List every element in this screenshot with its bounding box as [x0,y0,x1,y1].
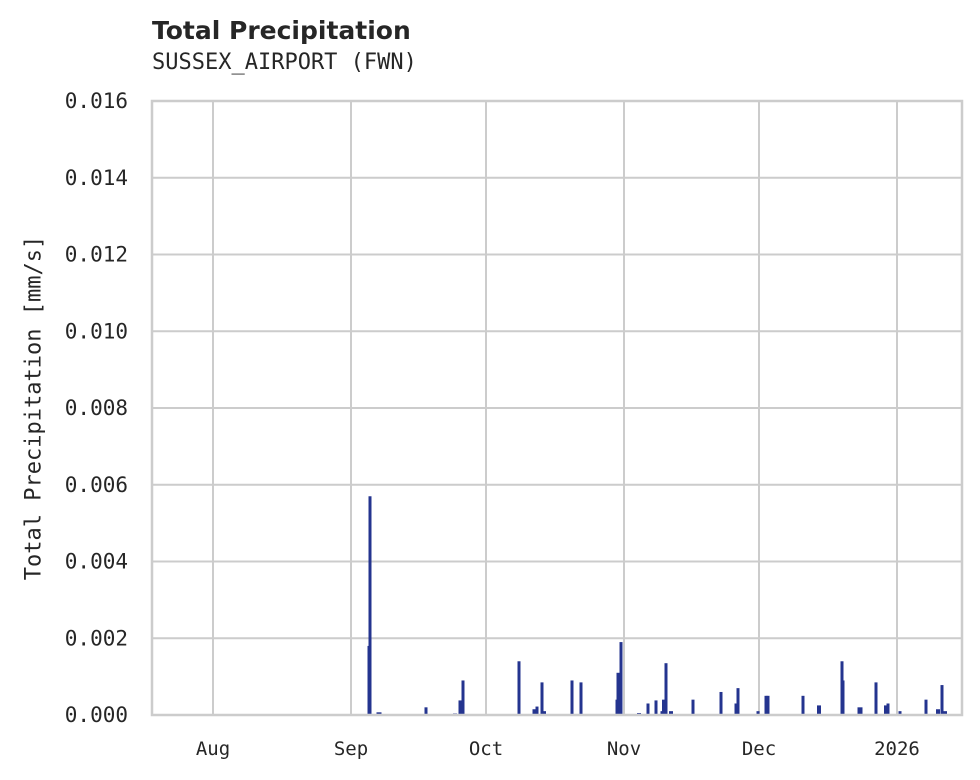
axes-frame [150,99,964,717]
precip-spike [424,707,428,715]
precip-spike [535,706,539,715]
precip-spike [691,699,695,715]
precip-spike [517,661,521,715]
x-axis-ticks: Aug Sep Oct Nov Dec 2026 [196,738,920,760]
chart-title: Total Precipitation [152,16,411,45]
precip-spike [940,685,944,715]
y-tick-label: 0.016 [65,89,128,113]
precip-spike [540,682,544,715]
y-tick-label: 0.014 [65,166,128,190]
y-tick-label: 0.012 [65,243,128,267]
precipitation-series [367,496,947,715]
precip-spike [817,705,821,715]
x-tick-label: Dec [742,738,776,760]
precip-spike [936,709,940,715]
y-tick-label: 0.006 [65,473,128,497]
precip-spike [898,711,902,715]
precip-spike [664,663,668,715]
precip-spike [616,672,620,715]
precip-spike [924,699,928,715]
precip-spike [801,695,805,715]
precip-spike [458,700,462,715]
precip-spike [884,705,888,715]
x-tick-label: Nov [607,738,641,760]
precip-spike [368,496,372,715]
precip-spike [532,709,536,715]
precip-spike [943,711,947,715]
precip-spike [734,703,738,715]
y-tick-label: 0.004 [65,550,128,574]
x-tick-label: 2026 [874,738,920,760]
y-tick-label: 0.008 [65,396,128,420]
precip-spike [669,711,673,715]
precip-spike [719,691,723,715]
precip-spike [579,682,583,715]
precip-spike [542,711,546,715]
precip-spike [461,680,465,715]
precip-spike [764,695,768,715]
x-tick-label: Oct [469,738,503,760]
precip-spike [376,712,382,715]
precip-spike [570,680,574,715]
precip-spike [619,642,623,715]
precip-spike [662,699,666,715]
y-tick-label: 0.002 [65,626,128,650]
y-tick-label: 0.010 [65,319,128,343]
precip-spike [654,700,658,715]
precip-spike [756,711,760,715]
precip-spike [857,707,863,715]
y-axis-ticks: 0.000 0.002 0.004 0.006 0.008 0.010 0.012 0.014… [65,89,128,727]
x-tick-label: Sep [334,738,368,760]
y-tick-label: 0.000 [65,703,128,727]
chart-subtitle: SUSSEX_AIRPORT (FWN) [152,50,417,75]
precip-spike [766,695,770,715]
precip-spike [646,703,650,715]
precip-spike [841,680,845,715]
x-tick-label: Aug [196,738,230,760]
precip-spike [736,688,740,715]
precip-spike [886,703,890,715]
gridlines [152,100,962,716]
precip-spike [874,682,878,715]
